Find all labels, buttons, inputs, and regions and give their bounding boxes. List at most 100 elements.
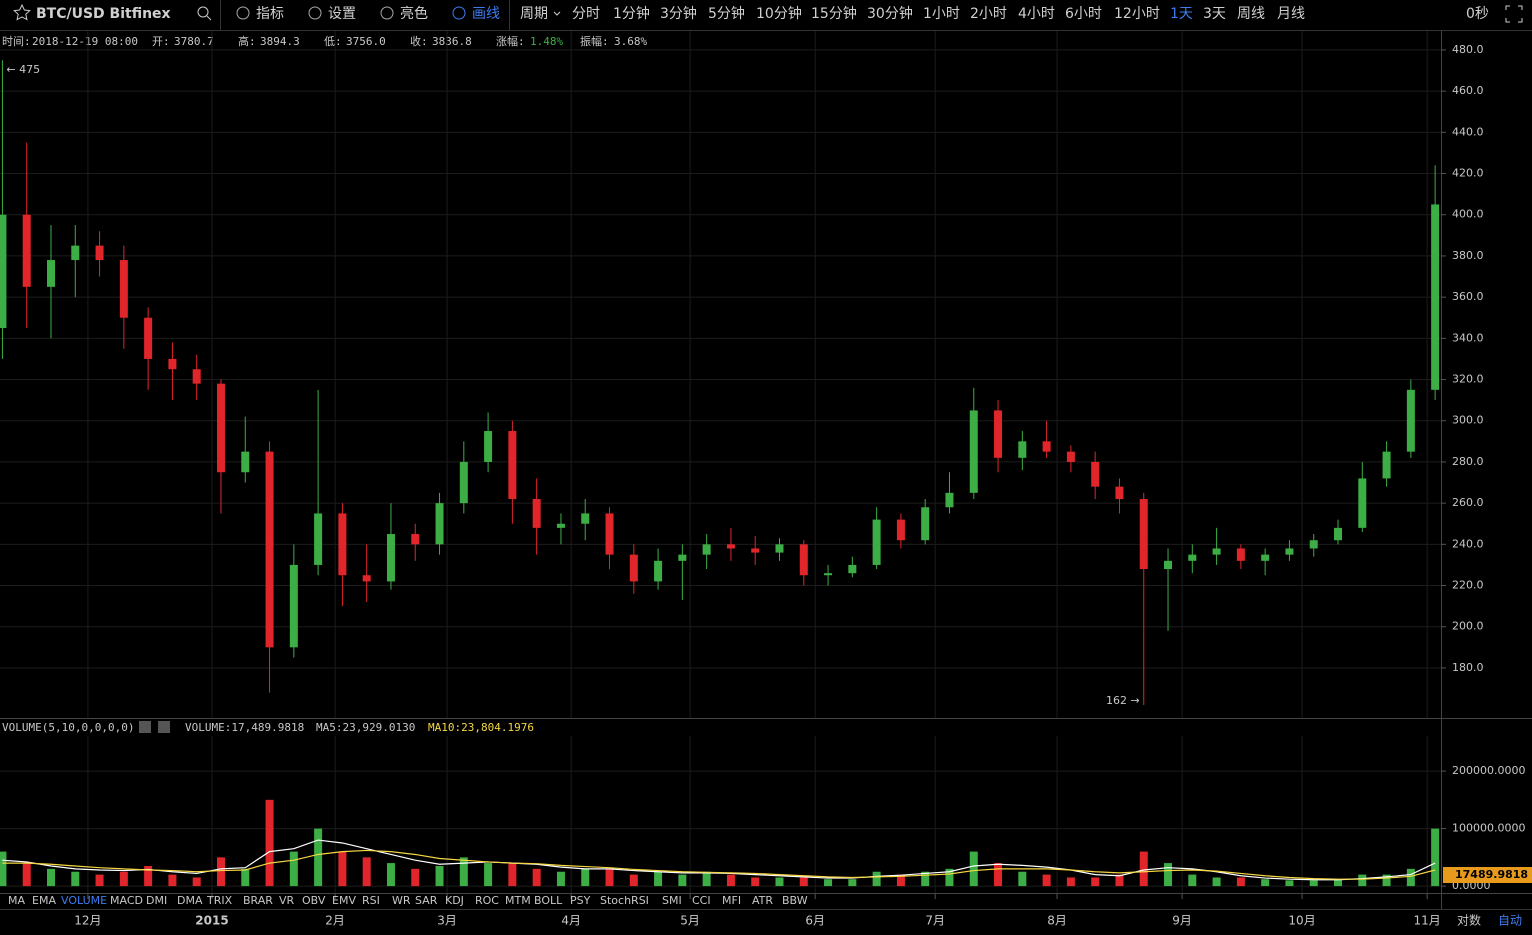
period-button[interactable]: 30分钟	[867, 5, 913, 22]
fullscreen-icon[interactable]	[1505, 5, 1523, 23]
candle-body	[289, 564, 298, 648]
indicator-tab[interactable]: VOLUME	[61, 894, 107, 907]
log-toggle[interactable]: 对数	[1457, 913, 1481, 928]
y-tick-label: 320.0	[1452, 373, 1484, 386]
info-label: 低:	[324, 35, 342, 48]
candle-body	[775, 544, 784, 553]
volume-bar	[969, 851, 978, 887]
tool-icon	[452, 6, 466, 20]
volume-bar	[1164, 863, 1173, 887]
indicator-tab[interactable]: StochRSI	[600, 894, 649, 907]
candle-body	[629, 554, 638, 582]
indicator-tab[interactable]: EMV	[332, 894, 356, 907]
auto-toggle[interactable]: 自动	[1498, 914, 1522, 928]
tool-button[interactable]: 设置	[328, 6, 356, 22]
indicator-tab[interactable]: VR	[279, 894, 295, 907]
candle-body	[1285, 548, 1294, 555]
period-menu[interactable]: 周期	[520, 6, 548, 22]
y-tick-label: 400.0	[1452, 208, 1484, 221]
info-label: 开:	[152, 35, 170, 48]
period-button[interactable]: 5分钟	[708, 5, 745, 22]
period-button[interactable]: 4小时	[1018, 6, 1055, 22]
volume-bar	[46, 868, 55, 887]
period-button[interactable]: 月线	[1277, 6, 1305, 22]
tool-icon	[380, 6, 394, 20]
indicator-tab[interactable]: MA	[8, 894, 25, 907]
period-button[interactable]: 3分钟	[660, 5, 697, 22]
indicator-tab[interactable]: SMI	[662, 894, 682, 907]
x-tick-label: 5月	[680, 914, 700, 928]
y-tick-label: 260.0	[1452, 496, 1484, 509]
volume-bar	[1188, 874, 1197, 887]
period-button[interactable]: 15分钟	[811, 5, 857, 22]
x-tick-label: 11月	[1413, 914, 1440, 928]
candle-body	[1382, 451, 1391, 479]
indicator-tab[interactable]: EMA	[32, 894, 56, 907]
indicator-tab[interactable]: BRAR	[243, 894, 273, 907]
indicator-tab[interactable]: PSY	[570, 894, 591, 907]
indicator-tab[interactable]: BOLL	[534, 894, 563, 907]
indicator-tab[interactable]: ATR	[752, 894, 773, 907]
volume-bar	[241, 868, 250, 887]
tool-button[interactable]: 指标	[256, 6, 284, 22]
y-tick-label: 440.0	[1452, 125, 1484, 138]
settings-icon[interactable]	[139, 721, 151, 733]
indicator-tab[interactable]: WR	[392, 894, 411, 907]
info-value: 2018-12-19 08:00	[32, 35, 138, 48]
candle-body	[605, 513, 614, 555]
indicator-tab[interactable]: KDJ	[445, 894, 464, 907]
period-button[interactable]: 1小时	[923, 6, 960, 22]
indicator-tab[interactable]: MTM	[505, 894, 531, 907]
indicator-tab[interactable]: CCI	[692, 894, 711, 907]
candle-body	[435, 503, 444, 545]
period-button[interactable]: 3天	[1203, 6, 1226, 22]
x-tick-label: 7月	[925, 914, 945, 928]
tool-button[interactable]: 画线	[472, 6, 500, 22]
indicator-tab[interactable]: OBV	[302, 894, 326, 907]
close-icon[interactable]	[158, 721, 170, 733]
candle-body	[945, 492, 954, 508]
volume-bar	[896, 874, 905, 887]
volume-bar	[848, 879, 857, 887]
period-button[interactable]: 分时	[572, 6, 600, 22]
candle-body	[1406, 389, 1415, 452]
volume-bar	[678, 874, 687, 887]
volume-bar	[532, 868, 541, 887]
period-button[interactable]: 1天	[1170, 6, 1193, 22]
indicator-tab[interactable]: MACD	[110, 894, 143, 907]
indicator-tab[interactable]: SAR	[415, 894, 438, 907]
indicator-tab[interactable]: MFI	[722, 894, 741, 907]
search-icon[interactable]	[197, 6, 209, 18]
indicator-tab[interactable]: RSI	[362, 894, 380, 907]
period-button[interactable]: 1分钟	[613, 5, 650, 22]
countdown: 0秒	[1466, 6, 1489, 22]
star-icon[interactable]	[13, 3, 31, 21]
indicator-tab[interactable]: BBW	[782, 894, 808, 907]
period-button[interactable]: 周线	[1237, 6, 1265, 22]
period-button[interactable]: 2小时	[970, 6, 1007, 22]
volume-bar	[216, 857, 225, 887]
tool-button[interactable]: 亮色	[400, 5, 428, 22]
volume-bar	[824, 879, 833, 887]
candle-body	[338, 513, 347, 576]
volume-bar	[581, 868, 590, 887]
indicator-tab[interactable]: TRIX	[206, 894, 233, 907]
candle-body	[1358, 478, 1367, 528]
candle-body	[484, 431, 493, 462]
candle-body	[896, 519, 905, 541]
candle-body	[144, 317, 153, 359]
candle-body	[362, 575, 371, 582]
volume-bar	[654, 871, 663, 887]
indicator-tab[interactable]: DMA	[177, 894, 203, 907]
y-tick-label: 300.0	[1452, 414, 1484, 427]
candle-body	[824, 573, 833, 576]
volume-bar	[0, 851, 7, 887]
volume-bar	[1212, 877, 1221, 887]
indicator-tab[interactable]: ROC	[475, 894, 499, 907]
indicator-tab[interactable]: DMI	[146, 894, 167, 907]
period-button[interactable]: 10分钟	[756, 5, 802, 22]
period-button[interactable]: 6小时	[1065, 6, 1102, 22]
period-button[interactable]: 12小时	[1114, 6, 1160, 22]
y-tick-label: 200.0	[1452, 620, 1484, 633]
